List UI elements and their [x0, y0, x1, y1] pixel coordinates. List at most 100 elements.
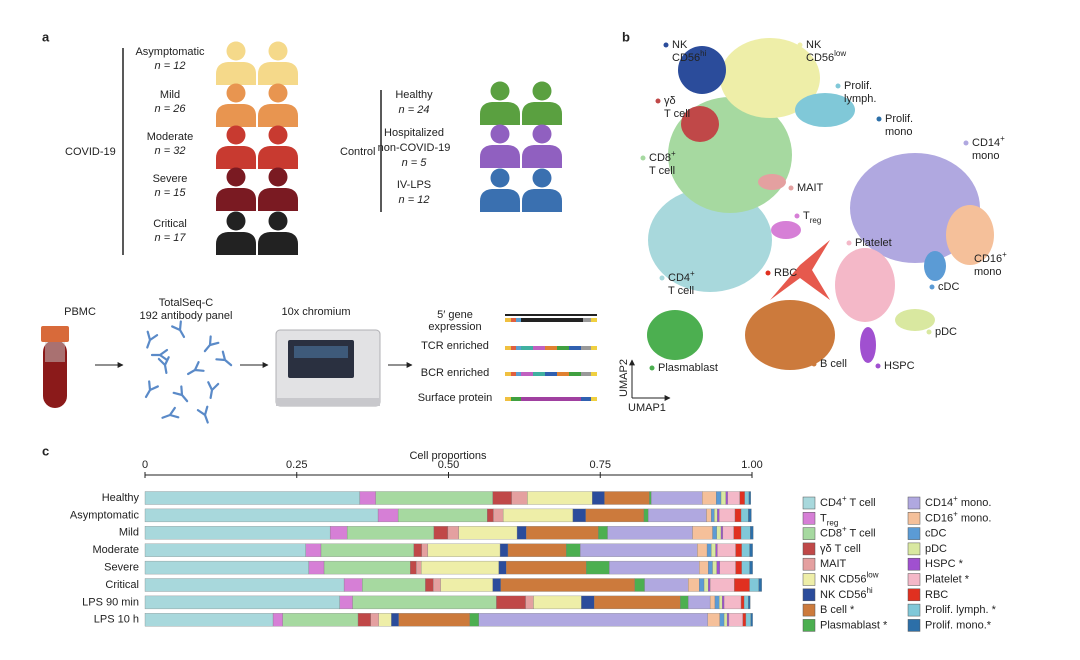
strand-segment: [569, 346, 581, 350]
person-icon: [532, 81, 552, 101]
strand-segment: [505, 397, 511, 401]
bar-segment: [716, 526, 722, 540]
workflow-output: TCR enriched: [421, 340, 489, 352]
strand-segment: [521, 397, 581, 401]
legend-label-part: mono.: [958, 512, 992, 524]
group-name: Hospitalized: [384, 127, 444, 139]
bar-segment: [507, 543, 567, 557]
bar-segment: [648, 508, 707, 523]
person-icon: [226, 167, 246, 187]
strand-segment: [581, 346, 591, 350]
workflow-step: 192 antibody panel: [140, 310, 233, 322]
cluster-dot: [876, 116, 882, 122]
person-icon: [490, 81, 510, 101]
cluster-dot: [794, 213, 800, 219]
bar-segment: [329, 526, 348, 540]
bar-segment: [398, 613, 470, 627]
bar-segment: [719, 560, 736, 575]
legend-swatch: [907, 496, 921, 510]
person-icon: [480, 145, 520, 168]
y-tick-label: Moderate: [93, 544, 139, 556]
bar-segment: [712, 526, 717, 540]
panel-label: b: [622, 29, 630, 44]
bar-segment: [580, 543, 698, 557]
bar-segment: [733, 526, 742, 540]
bar-segment: [719, 508, 736, 523]
cluster-label-sup: +: [1000, 134, 1005, 143]
cluster-label-part: RBC: [774, 267, 797, 279]
antibody: [196, 405, 209, 424]
bar-segment: [447, 526, 459, 540]
bar-segment: [739, 491, 745, 505]
strand-segment: [511, 397, 521, 401]
legend-swatch: [802, 619, 816, 632]
person-icon: [216, 62, 256, 85]
legend-label-sup: hi: [866, 585, 872, 594]
bar-segment: [688, 595, 711, 610]
bar-segment: [320, 543, 415, 557]
cluster-label: mono: [885, 126, 913, 138]
person-icon: [532, 124, 552, 144]
legend-label-sup: low: [866, 570, 878, 579]
bar-segment: [581, 595, 595, 610]
bar-segment: [144, 508, 379, 523]
bar-segment: [709, 595, 716, 610]
bar-segment: [699, 560, 709, 575]
bar-segment: [598, 526, 608, 540]
cluster-label-part: mono: [974, 266, 1002, 278]
bar-segment: [357, 613, 371, 627]
antibody: [161, 406, 180, 419]
bar-segment: [272, 613, 283, 627]
bar-segment: [720, 526, 724, 540]
legend-label: MAIT: [820, 558, 847, 570]
bar-segment: [708, 578, 711, 592]
legend-label-sub: reg: [827, 518, 839, 527]
strand-segment: [516, 346, 521, 350]
person-icon: [258, 188, 298, 211]
person-icon: [268, 41, 288, 61]
bar-segment: [702, 491, 717, 505]
legend-label: B cell *: [820, 604, 855, 616]
cluster-dot: [875, 363, 881, 369]
group-name: Critical: [153, 218, 187, 230]
strand-segment: [557, 372, 569, 376]
bar-segment: [726, 613, 730, 627]
legend-swatch: [907, 573, 921, 586]
bar-segment: [749, 560, 753, 575]
strand-segment: [511, 318, 516, 322]
chromium-machine: [275, 329, 381, 407]
bar-segment: [359, 491, 376, 505]
group-n: n = 26: [155, 103, 187, 115]
person-icon: [268, 167, 288, 187]
cluster-dot: [835, 83, 841, 89]
bar-segment: [711, 508, 715, 523]
group-label: COVID-19: [65, 146, 116, 158]
antibody: [215, 350, 233, 367]
strand-segment: [583, 318, 591, 322]
strand-segment: [533, 372, 545, 376]
cluster-label-part: T cell: [668, 285, 694, 297]
strand-segment: [521, 318, 583, 322]
bar-segment: [727, 491, 741, 505]
cluster-dot: [811, 361, 817, 367]
strand-segment: [545, 372, 557, 376]
legend-label-part: MAIT: [820, 558, 847, 570]
bar-segment: [343, 578, 363, 592]
legend-label-part: T cell: [847, 497, 876, 509]
antibody: [172, 385, 189, 403]
bar-segment: [719, 595, 723, 610]
cluster-label: CD4+: [668, 269, 695, 284]
legend-label-part: CD14: [925, 497, 953, 509]
bar-segment: [734, 578, 750, 592]
bar-segment: [719, 613, 725, 627]
bar-segment: [734, 508, 742, 523]
y-tick-label: Critical: [105, 579, 139, 591]
legend-swatch: [802, 573, 816, 586]
strand-segment: [591, 372, 597, 376]
group-name: Severe: [153, 173, 188, 185]
bar-segment: [492, 578, 501, 592]
bar-segment: [722, 526, 734, 540]
group-n: n = 32: [155, 145, 186, 157]
cluster-label: CD56low: [806, 49, 846, 64]
cluster-label: RBC: [774, 267, 797, 279]
